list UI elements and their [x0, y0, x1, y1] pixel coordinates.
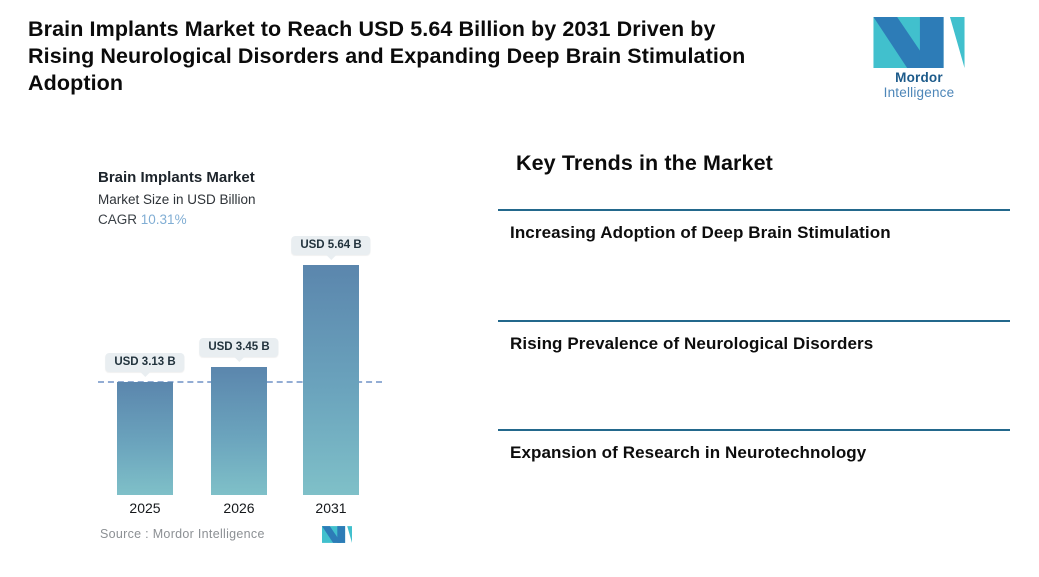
chart-subtitle: Market Size in USD Billion	[98, 192, 256, 207]
trend-item-neurotechnology-research: Expansion of Research in Neurotechnology	[498, 429, 1010, 463]
chart-source: Source : Mordor Intelligence	[100, 527, 265, 541]
logo-word-mordor: Mordor	[895, 70, 943, 85]
mordor-mini-logo-icon	[322, 526, 352, 543]
trend-label: Expansion of Research in Neurotechnology	[510, 443, 867, 462]
bar-plot: USD 3.13 B 2025 USD 3.45 B 2026 USD 5.64…	[98, 236, 382, 516]
chart-cagr: CAGR 10.31%	[98, 212, 187, 227]
trend-label: Increasing Adoption of Deep Brain Stimul…	[510, 223, 891, 242]
mordor-logo-icon	[873, 17, 965, 68]
bar-value-label: USD 3.13 B	[105, 353, 185, 377]
bar-group-2026: USD 3.45 B 2026	[199, 250, 279, 516]
bar-group-2031: USD 5.64 B 2031	[291, 236, 371, 516]
bar-value-label: USD 5.64 B	[291, 236, 371, 260]
cagr-value: 10.31%	[140, 212, 187, 227]
mordor-logo: Mordor Intelligence	[858, 17, 980, 100]
chart-title: Brain Implants Market	[98, 169, 255, 186]
axis-tick-2025: 2025	[129, 500, 161, 516]
page-title: Brain Implants Market to Reach USD 5.64 …	[28, 16, 858, 97]
cagr-label: CAGR	[98, 212, 138, 227]
page-title-line-2: Rising Neurological Disorders and Expand…	[28, 44, 746, 68]
bar-2025	[117, 382, 173, 495]
bar-2026	[211, 367, 267, 495]
trend-item-deep-brain-stimulation: Increasing Adoption of Deep Brain Stimul…	[498, 209, 1010, 243]
mordor-logo-wordmark: Mordor Intelligence	[858, 70, 980, 100]
bar-group-2025: USD 3.13 B 2025	[105, 250, 185, 516]
axis-tick-2026: 2026	[223, 500, 255, 516]
page-title-line-1: Brain Implants Market to Reach USD 5.64 …	[28, 17, 716, 41]
trend-label: Rising Prevalence of Neurological Disord…	[510, 334, 874, 353]
axis-tick-2031: 2031	[315, 500, 347, 516]
page-title-line-3: Adoption	[28, 71, 124, 95]
bar-2031	[303, 265, 359, 495]
trends-heading: Key Trends in the Market	[516, 151, 773, 175]
bar-value-label: USD 3.45 B	[199, 338, 279, 362]
logo-word-intelligence: Intelligence	[883, 85, 955, 100]
trend-item-neurological-disorders: Rising Prevalence of Neurological Disord…	[498, 320, 1010, 354]
